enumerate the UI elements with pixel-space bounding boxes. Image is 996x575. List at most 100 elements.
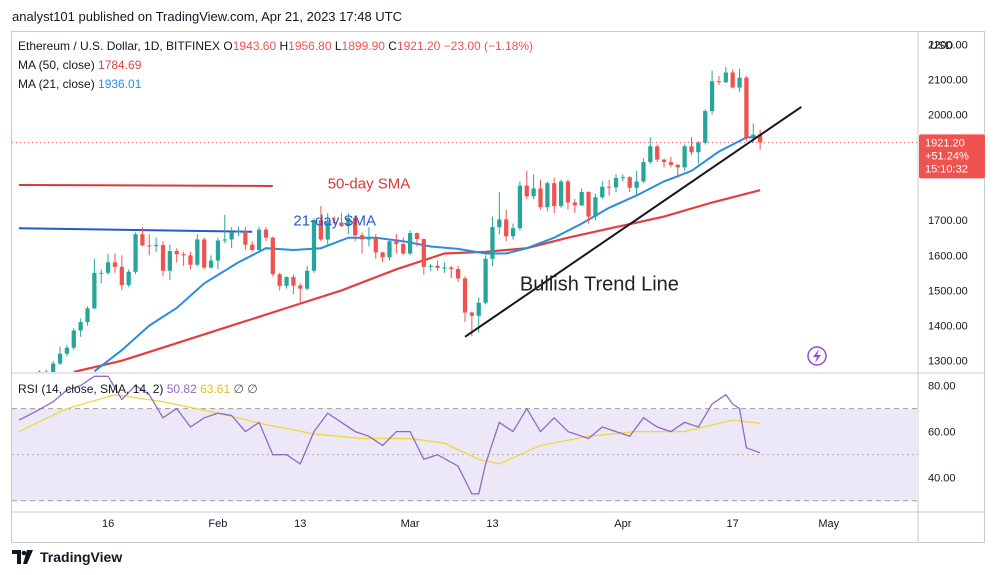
candle-body xyxy=(208,260,214,268)
candle xyxy=(648,137,653,164)
candle-body xyxy=(758,134,763,143)
candle xyxy=(57,346,63,365)
candle-body xyxy=(305,270,310,289)
candle xyxy=(689,137,694,156)
candle xyxy=(387,239,392,261)
candle-body xyxy=(311,220,317,271)
candle xyxy=(202,237,207,270)
rsi-sma-value: 63.61 xyxy=(200,382,233,396)
candle-body xyxy=(504,219,509,237)
candle-body xyxy=(160,245,166,271)
candle-body xyxy=(236,231,241,233)
candle-body xyxy=(655,146,660,160)
time-tick-label: Apr xyxy=(614,518,631,530)
price-tick-label: 1700.00 xyxy=(928,215,968,227)
candle xyxy=(613,174,619,192)
rsi-extra: ∅ ∅ xyxy=(233,382,257,396)
candle-body xyxy=(607,186,612,188)
last-price-value: 1921.20 xyxy=(925,137,965,149)
candle-body xyxy=(318,220,323,240)
rsi-value: 50.82 xyxy=(167,382,200,396)
candle-body xyxy=(689,146,694,153)
annotation-text: 21-day SMA xyxy=(293,212,376,229)
rsi-line xyxy=(18,375,761,495)
time-tick-label: 16 xyxy=(102,518,114,530)
candle xyxy=(634,170,639,196)
last-price-countdown: 15:10:32 xyxy=(925,163,968,175)
candle-body xyxy=(469,312,474,316)
candle xyxy=(208,255,214,269)
candle xyxy=(78,318,83,337)
candle-body xyxy=(620,177,625,179)
candle-body xyxy=(339,222,344,227)
candle xyxy=(737,68,742,92)
candle-body xyxy=(126,271,131,286)
price-pane: 50-day SMA 21-day SMA Bullish Trend Line xyxy=(12,67,918,378)
candle xyxy=(174,248,179,263)
candle xyxy=(92,258,97,310)
time-tick-label: May xyxy=(818,518,839,530)
rsi-tick-label: 80.00 xyxy=(928,381,956,393)
candle xyxy=(105,253,111,275)
candle xyxy=(490,216,495,266)
candle-body xyxy=(641,162,646,182)
candle xyxy=(71,328,76,350)
candle xyxy=(284,276,289,289)
price-tick-label: 1600.00 xyxy=(928,250,968,262)
candle xyxy=(298,283,303,305)
candle xyxy=(263,227,269,242)
candle xyxy=(586,191,591,224)
candle-body xyxy=(449,267,454,269)
candle-body xyxy=(346,217,351,227)
candle-body xyxy=(332,222,337,224)
candle-body xyxy=(490,227,495,259)
low-label: L xyxy=(335,39,342,53)
candle xyxy=(359,232,365,254)
candle xyxy=(407,230,413,256)
price-tick-label: 2000.00 xyxy=(928,110,968,122)
indicator-legend: MA (50, close) 1784.69 xyxy=(18,58,142,72)
candle xyxy=(414,232,420,247)
candle xyxy=(421,238,426,275)
candle xyxy=(531,174,536,200)
rsi-legend: RSI (14, close, SMA, 14, 2) 50.82 63.61 … xyxy=(18,382,258,396)
candle xyxy=(188,251,193,270)
candle-body xyxy=(586,191,591,217)
candle xyxy=(497,191,502,235)
candle-body xyxy=(510,228,516,237)
publisher-line: analyst101 published on TradingView.com,… xyxy=(12,9,403,24)
candle xyxy=(593,193,598,221)
candle-body xyxy=(85,308,90,323)
candle-body xyxy=(64,347,70,354)
candle-body xyxy=(600,186,605,198)
candle xyxy=(730,69,735,89)
candle-body xyxy=(181,254,186,256)
candle-body xyxy=(30,376,34,378)
candle xyxy=(346,213,351,235)
candle-body xyxy=(215,240,221,261)
price-tick-label: 2200.00 xyxy=(928,39,968,51)
candle xyxy=(655,144,660,163)
candle xyxy=(428,264,433,272)
candle-body xyxy=(387,241,392,258)
candle-body xyxy=(250,244,255,250)
high-label: H xyxy=(279,39,288,53)
candle-body xyxy=(202,239,207,268)
candle-body xyxy=(627,177,632,188)
candle-body xyxy=(353,217,358,236)
candle-body xyxy=(119,266,124,286)
candle xyxy=(538,179,543,210)
candle-body xyxy=(37,371,42,372)
candle-body xyxy=(545,183,550,208)
candle xyxy=(696,140,701,164)
candle xyxy=(332,216,337,224)
candle xyxy=(366,227,372,247)
candle xyxy=(524,170,529,200)
candle-body xyxy=(593,197,598,217)
candle xyxy=(243,227,248,250)
tradingview-brand[interactable]: TradingView xyxy=(12,547,122,567)
candle xyxy=(716,75,722,85)
candle-body xyxy=(256,229,262,250)
brand-text: TradingView xyxy=(40,549,123,565)
